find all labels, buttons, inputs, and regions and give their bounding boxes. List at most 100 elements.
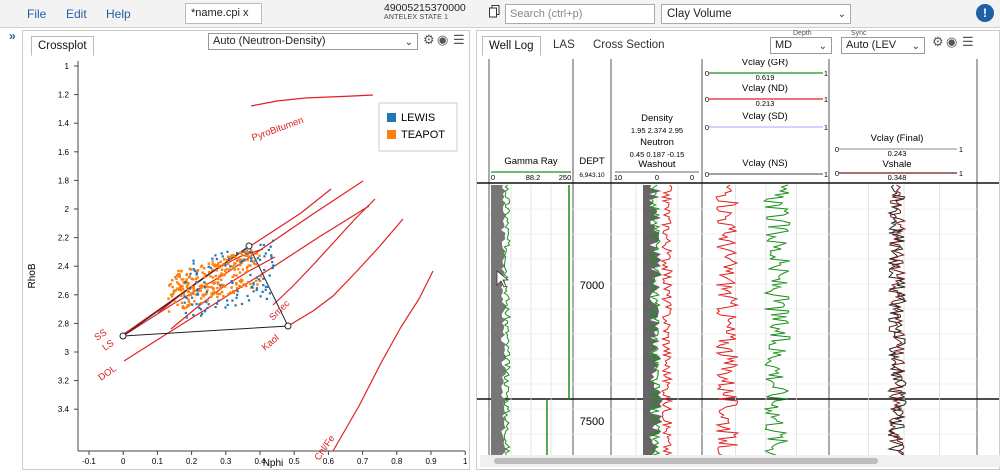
teapot-point xyxy=(173,300,177,303)
collapse-left-icon[interactable]: » xyxy=(9,29,16,43)
y-tick-label: 3 xyxy=(65,348,70,357)
lewis-point xyxy=(193,269,196,272)
vshale-header: Vshale xyxy=(882,159,911,170)
neutron-header: Neutron xyxy=(640,137,674,148)
teapot-point xyxy=(238,279,242,283)
teapot-point xyxy=(210,295,213,298)
teapot-point xyxy=(178,286,182,289)
track-headers: Gamma Ray 0 88.2 250 DEPT 6,943.10 Densi… xyxy=(491,59,963,182)
teapot-point xyxy=(219,286,222,289)
teapot-point xyxy=(216,292,219,295)
camera-icon[interactable]: ◉ xyxy=(437,32,449,47)
washout-header: Washout xyxy=(638,159,675,170)
lewis-point xyxy=(231,281,234,285)
teapot-point xyxy=(185,273,188,277)
lewis-point xyxy=(261,290,264,293)
teapot-point xyxy=(192,286,195,289)
teapot-point xyxy=(227,262,230,265)
depth-type-select[interactable]: MD ⌄ xyxy=(770,37,832,54)
menu-edit[interactable]: Edit xyxy=(66,7,87,21)
teapot-point xyxy=(216,295,219,299)
sync-select[interactable]: Auto (LEV ⌄ xyxy=(841,37,925,54)
lewis-point xyxy=(270,256,273,259)
teapot-point xyxy=(186,303,189,307)
teapot-point xyxy=(205,282,209,286)
teapot-point xyxy=(192,288,195,291)
teapot-point xyxy=(240,254,244,257)
teapot-point xyxy=(217,277,220,281)
lewis-point xyxy=(259,243,262,246)
teapot-point xyxy=(225,267,228,271)
hamburger-menu-icon[interactable]: ☰ xyxy=(962,34,974,49)
vclay-gr-curve xyxy=(762,184,791,459)
vclay-gr-max: 1 xyxy=(824,69,828,78)
lewis-point xyxy=(262,283,265,287)
teapot-point xyxy=(228,291,232,294)
depth-value: 6,943.10 xyxy=(579,172,605,179)
sync-value: Auto (LEV xyxy=(846,39,897,51)
teapot-point xyxy=(212,282,216,285)
search-input[interactable] xyxy=(505,4,655,24)
teapot-point xyxy=(183,306,186,310)
lewis-point xyxy=(221,255,224,258)
teapot-point xyxy=(259,279,262,283)
lewis-point xyxy=(235,251,239,255)
hamburger-menu-icon[interactable]: ☰ xyxy=(453,32,465,47)
y-tick-label: 2.2 xyxy=(58,234,70,243)
lewis-point xyxy=(189,287,192,290)
teapot-point xyxy=(227,255,230,259)
camera-icon[interactable]: ◉ xyxy=(946,34,958,49)
teapot-point xyxy=(180,301,184,305)
depth-label-7000: 7000 xyxy=(580,280,604,292)
y-tick-label: 1 xyxy=(65,62,70,71)
teapot-point xyxy=(235,283,238,286)
tab-cross-section[interactable]: Cross Section xyxy=(593,39,665,51)
teapot-point xyxy=(250,253,254,256)
depth-caption: Depth xyxy=(793,30,812,37)
copy-icon[interactable] xyxy=(489,5,500,18)
scrollbar-thumb[interactable] xyxy=(494,458,878,464)
teapot-point xyxy=(207,262,211,265)
vclay-ns-header: Vclay (NS) xyxy=(742,158,787,169)
file-tab[interactable]: *name.cpi x xyxy=(185,3,262,24)
teapot-point xyxy=(233,263,236,267)
teapot-point xyxy=(219,273,222,277)
teapot-point xyxy=(186,281,190,285)
vshale-value: 0.348 xyxy=(888,173,907,182)
lewis-point xyxy=(262,243,265,247)
property-select[interactable]: Clay Volume ⌄ xyxy=(661,4,851,24)
user-info-icon[interactable]: ! xyxy=(976,4,994,22)
teapot-point xyxy=(240,258,243,261)
teapot-point xyxy=(213,291,217,294)
teapot-point xyxy=(222,263,225,266)
teapot-point xyxy=(211,263,214,266)
lewis-point xyxy=(257,278,260,281)
teapot-point xyxy=(246,265,249,269)
gear-icon[interactable]: ⚙ xyxy=(423,32,435,47)
y-tick-label: 1.2 xyxy=(58,91,70,100)
teapot-point xyxy=(217,275,221,278)
tab-crossplot[interactable]: Crossplot xyxy=(31,36,94,56)
menu-file[interactable]: File xyxy=(27,7,47,21)
teapot-point xyxy=(200,265,203,268)
teapot-point xyxy=(215,269,218,272)
gear-icon[interactable]: ⚙ xyxy=(932,34,944,49)
x-tick-label: 0.7 xyxy=(357,457,369,466)
crossplot-mode-select[interactable]: Auto (Neutron-Density) ⌄ xyxy=(208,33,418,50)
menu-help[interactable]: Help xyxy=(106,7,131,21)
neutron-scale: 0.45 0.187 -0.15 xyxy=(630,150,685,159)
tab-well-log[interactable]: Well Log xyxy=(482,36,541,56)
lewis-point xyxy=(192,262,195,265)
lewis-point xyxy=(196,289,199,292)
horizontal-scrollbar[interactable] xyxy=(480,455,1000,467)
tab-las[interactable]: LAS xyxy=(553,39,575,51)
teapot-point xyxy=(177,282,180,286)
lewis-point xyxy=(195,280,198,284)
teapot-point xyxy=(201,271,204,274)
gamma-header: Gamma Ray xyxy=(504,156,558,167)
teapot-point xyxy=(206,298,209,302)
teapot-point xyxy=(174,276,177,279)
x-tick-label: 0.2 xyxy=(186,457,198,466)
lewis-point xyxy=(183,295,186,298)
